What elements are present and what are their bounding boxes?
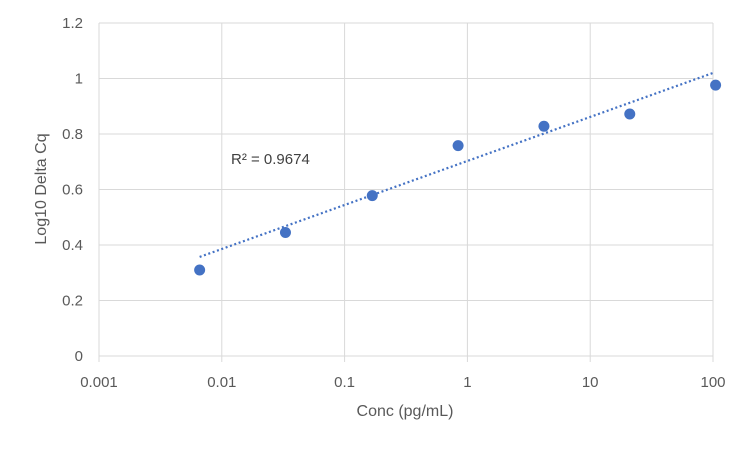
y-tick-label: 0.4 bbox=[62, 237, 83, 254]
data-points bbox=[194, 79, 722, 276]
x-tick-labels: 0.001 0.01 0.1 1 10 100 bbox=[80, 374, 725, 391]
data-point bbox=[710, 79, 722, 91]
trendline-group bbox=[199, 71, 714, 258]
x-tick-label: 0.001 bbox=[80, 374, 118, 391]
data-point bbox=[452, 140, 464, 152]
y-tick-label: 0 bbox=[75, 348, 83, 365]
y-tick-labels: 0 0.2 0.4 0.6 0.8 1 1.2 bbox=[62, 15, 83, 365]
y-tick-label: 0.6 bbox=[62, 182, 83, 199]
y-tick-label: 1 bbox=[75, 71, 83, 88]
x-tick-label: 10 bbox=[582, 374, 599, 391]
y-tick-label: 0.8 bbox=[62, 126, 83, 143]
y-tick-label: 0.2 bbox=[62, 293, 83, 310]
x-tick-label: 1 bbox=[463, 374, 471, 391]
trendline bbox=[199, 71, 714, 258]
gridlines bbox=[98, 22, 714, 362]
y-axis-title: Log10 Delta Cq bbox=[33, 133, 50, 244]
x-tick-label: 0.1 bbox=[334, 374, 355, 391]
data-point bbox=[366, 190, 378, 202]
r-squared-annotation: R² = 0.9674 bbox=[231, 151, 310, 168]
x-tick-label: 0.01 bbox=[207, 374, 236, 391]
data-point bbox=[194, 264, 206, 276]
x-axis-title: Conc (pg/mL) bbox=[357, 403, 454, 420]
data-point bbox=[279, 227, 291, 239]
y-tick-label: 1.2 bbox=[62, 15, 83, 32]
x-tick-label: 100 bbox=[700, 374, 725, 391]
data-point bbox=[538, 120, 550, 132]
data-point bbox=[624, 108, 636, 120]
